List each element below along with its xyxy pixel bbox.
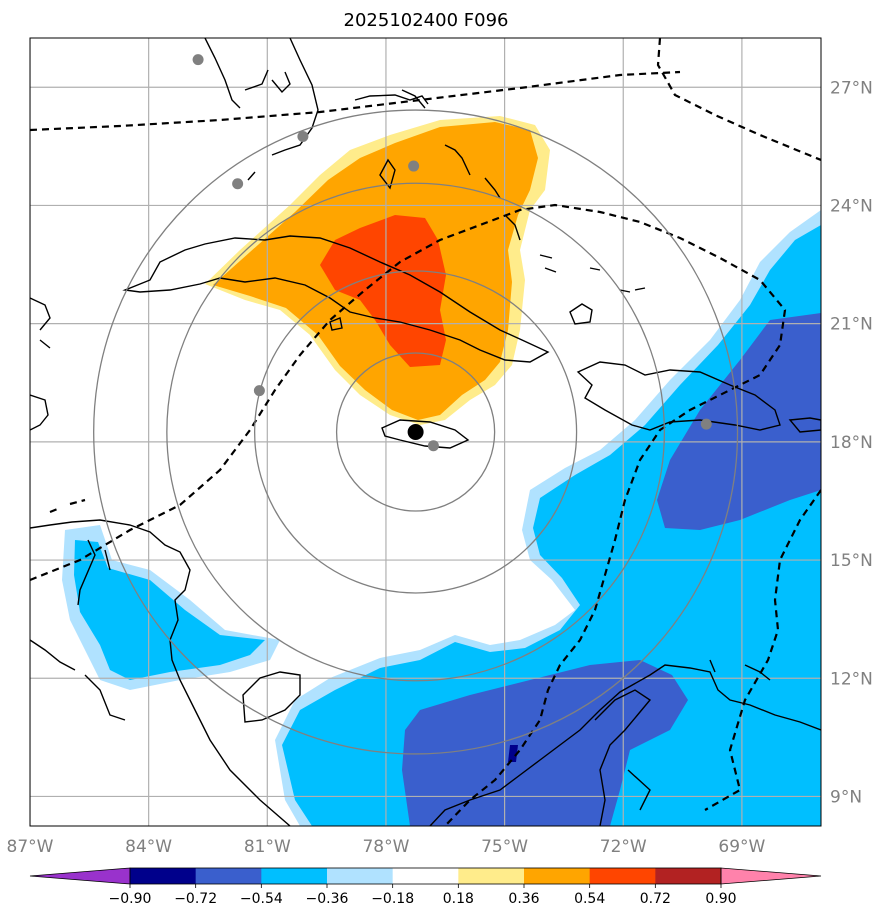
latitude-label: 12°N bbox=[830, 669, 873, 689]
storm-center-marker bbox=[407, 424, 424, 440]
longitude-label: 84°W bbox=[125, 837, 172, 857]
longitude-label: 75°W bbox=[481, 837, 528, 857]
negative-anomaly-south-navy bbox=[508, 745, 518, 762]
colorbar-swatch bbox=[458, 868, 525, 884]
longitude-labels: 87°W 84°W 81°W 78°W 75°W 72°W 69°W bbox=[7, 837, 766, 857]
longitude-label: 81°W bbox=[244, 837, 291, 857]
station-point bbox=[700, 418, 712, 430]
colorbar-label: −0.18 bbox=[371, 891, 414, 907]
colorbar-outline bbox=[129, 867, 722, 885]
colorbar-swatch bbox=[195, 868, 262, 884]
colorbar-label: −0.36 bbox=[306, 891, 349, 907]
longitude-label: 69°W bbox=[718, 837, 765, 857]
colorbar-swatch bbox=[524, 868, 591, 884]
range-ring bbox=[93, 109, 739, 755]
latitude-label: 18°N bbox=[830, 433, 873, 453]
colorbar-label: −0.54 bbox=[240, 891, 283, 907]
range-ring bbox=[166, 182, 666, 682]
range-rings bbox=[93, 109, 739, 755]
range-ring bbox=[335, 352, 496, 512]
positive-anomaly-red bbox=[320, 215, 446, 367]
latitude-label: 21°N bbox=[830, 315, 873, 335]
colorbar-label: 0.90 bbox=[705, 891, 736, 907]
latitude-label: 15°N bbox=[830, 551, 873, 571]
station-point bbox=[192, 54, 204, 66]
longitude-label: 87°W bbox=[7, 837, 54, 857]
cuba-coast bbox=[122, 235, 550, 363]
colorbar-swatch bbox=[589, 868, 656, 884]
colorbar: −0.90 −0.72 −0.54 −0.36 −0.18 0.18 0.36 0.54 0.7… bbox=[29, 867, 822, 907]
negative-anomaly-south-dark bbox=[402, 660, 688, 826]
colorbar-swatch bbox=[392, 868, 459, 884]
station-point bbox=[297, 131, 309, 142]
latitude-label: 9°N bbox=[830, 787, 862, 807]
central-america-coast bbox=[30, 519, 291, 826]
san-andres-island bbox=[242, 671, 301, 723]
station-points bbox=[192, 54, 712, 452]
station-point bbox=[408, 160, 420, 172]
bahamas-islands bbox=[379, 144, 646, 325]
jamaica-coast bbox=[381, 419, 470, 449]
colorbar-label: 0.18 bbox=[443, 891, 474, 907]
colorbar-label: −0.90 bbox=[109, 891, 152, 907]
colorbar-label: 0.36 bbox=[508, 891, 539, 907]
latitude-labels: 9°N 12°N 15°N 18°N 21°N 24°N 27°N bbox=[830, 78, 873, 807]
colorbar-extend-low bbox=[29, 867, 131, 885]
station-point bbox=[232, 178, 244, 190]
colorbar-swatch bbox=[327, 868, 394, 884]
colorbar-label: 0.72 bbox=[640, 891, 671, 907]
coastlines bbox=[30, 38, 821, 826]
dashed-contour-east bbox=[704, 489, 821, 811]
dashed-contour-west-fragment bbox=[49, 498, 86, 514]
colorbar-swatch bbox=[130, 868, 197, 884]
negative-anomaly-west bbox=[74, 540, 265, 680]
station-point bbox=[253, 385, 265, 397]
colorbar-swatch bbox=[655, 868, 722, 884]
hispaniola-coast bbox=[576, 361, 781, 431]
colorbar-label: −0.72 bbox=[174, 891, 217, 907]
longitude-label: 78°W bbox=[362, 837, 409, 857]
south-america-coast bbox=[429, 659, 821, 826]
dashed-contours bbox=[30, 38, 821, 826]
latitude-label: 24°N bbox=[830, 196, 873, 216]
station-point bbox=[427, 440, 439, 452]
colorbar-label: 0.54 bbox=[574, 891, 605, 907]
florida-coast bbox=[204, 38, 429, 181]
west-coast-fragments bbox=[30, 297, 51, 431]
dashed-contour-north bbox=[30, 70, 681, 132]
colorbar-extend-high bbox=[720, 867, 822, 885]
puerto-rico-coast bbox=[788, 417, 821, 433]
negative-anomaly-east-dark bbox=[657, 313, 821, 530]
isla-juventud-coast bbox=[329, 317, 343, 331]
range-ring bbox=[253, 270, 578, 594]
plot-title: 2025102400 F096 bbox=[344, 10, 509, 31]
map-panel bbox=[30, 38, 821, 826]
negative-anomaly-east bbox=[282, 225, 821, 826]
map-frame bbox=[29, 37, 822, 827]
gridlines bbox=[30, 38, 821, 826]
colorbar-swatch bbox=[261, 868, 328, 884]
latitude-label: 27°N bbox=[830, 78, 873, 98]
longitude-label: 72°W bbox=[600, 837, 647, 857]
dashed-contour-main bbox=[30, 203, 787, 826]
